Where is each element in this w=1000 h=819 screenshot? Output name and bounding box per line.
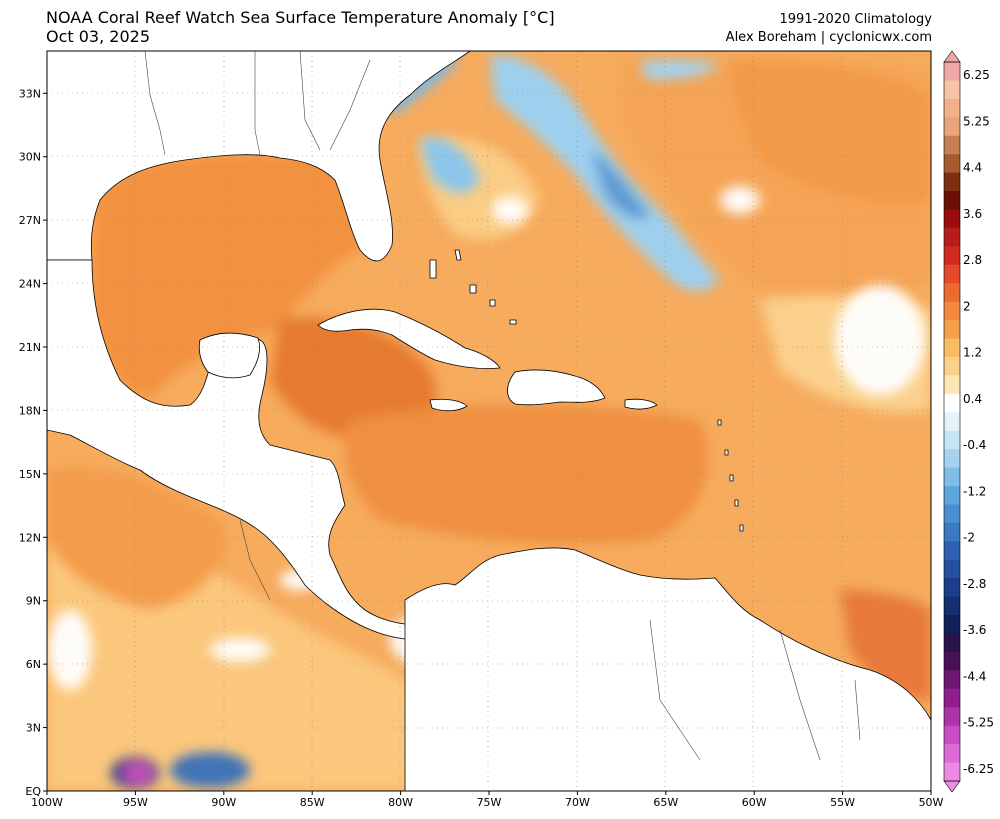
colorbar-swatch (944, 670, 960, 690)
colorbar-min-arrow (943, 780, 961, 793)
lat-tick-label: 3N (26, 722, 41, 735)
lon-tick-label: 70W (565, 796, 590, 809)
colorbar-swatch (944, 283, 960, 303)
lon-tick-label: 90W (211, 796, 236, 809)
colorbar-swatch (944, 375, 960, 395)
colorbar-swatch (944, 80, 960, 100)
climatology-label: 1991-2020 Climatology (779, 12, 932, 27)
colorbar-swatch (944, 412, 960, 432)
colorbar-swatch (944, 430, 960, 450)
lon-tick-label: 60W (742, 796, 767, 809)
lat-tick-label: 27N (19, 214, 41, 227)
author-credit: Alex Boreham | cyclonicwx.com (725, 30, 932, 45)
colorbar-swatch (944, 559, 960, 579)
colorbar-swatch (944, 227, 960, 247)
colorbar-label: -0.4 (963, 438, 986, 452)
colorbar-swatch (944, 578, 960, 598)
colorbar-swatch (944, 633, 960, 653)
colorbar-swatch (944, 393, 960, 413)
lon-tick-label: 95W (123, 796, 148, 809)
colorbar-swatch (944, 615, 960, 635)
colorbar-swatch (944, 486, 960, 505)
colorbar-swatch (944, 541, 960, 561)
colorbar: 6.25 5.25 4.4 3.6 2.8 2 1.2 0.4 -0.4 -1.2 -2 -2.8 -3… (943, 50, 994, 793)
colorbar-swatch (944, 301, 960, 321)
lon-tick-label: 75W (477, 796, 502, 809)
lat-tick-label: 33N (19, 87, 41, 100)
title-block: NOAA Coral Reef Watch Sea Surface Temper… (46, 8, 555, 46)
colorbar-label: -4.4 (963, 669, 986, 683)
colorbar-swatch (944, 504, 960, 524)
lat-tick-label: 21N (19, 341, 41, 354)
lon-tick-label: 100W (31, 796, 63, 809)
lon-tick-label: 80W (388, 796, 413, 809)
land (47, 51, 931, 791)
colorbar-swatch (944, 522, 960, 542)
colorbar-label: 4.4 (963, 161, 982, 175)
colorbar-swatch (944, 744, 960, 764)
lat-tick-label: 9N (26, 595, 41, 608)
colorbar-label: 2.8 (963, 253, 982, 267)
colorbar-swatch (944, 707, 960, 727)
colorbar-swatch (944, 449, 960, 469)
colorbar-label: 1.2 (963, 346, 982, 360)
colorbar-swatch (944, 320, 960, 340)
colorbar-swatch (944, 338, 960, 358)
colorbar-label: 5.25 (963, 114, 990, 128)
lon-tick-label: 65W (653, 796, 678, 809)
colorbar-label: 6.25 (963, 68, 990, 82)
colorbar-label: 3.6 (963, 207, 982, 221)
colorbar-frame (943, 61, 961, 782)
lat-tick-label: EQ (25, 785, 41, 798)
borders (144, 51, 861, 761)
colorbar-label: -2.8 (963, 577, 986, 591)
lat-tick-label: 15N (19, 468, 41, 481)
colorbar-swatch (944, 135, 960, 155)
latitude-axis: EQ 3N 6N 9N 12N 15N 18N 21N 24N 27N 30N 33N (19, 87, 47, 798)
colorbar-swatch (944, 209, 960, 229)
colorbar-swatch (944, 467, 960, 487)
colorbar-swatch (944, 246, 960, 266)
lon-tick-label: 50W (919, 796, 944, 809)
colorbar-swatch (944, 98, 960, 118)
colorbar-swatch (944, 117, 960, 137)
lat-tick-label: 6N (26, 658, 41, 671)
map-title: NOAA Coral Reef Watch Sea Surface Temper… (46, 8, 555, 27)
lat-tick-label: 18N (19, 404, 41, 417)
colorbar-label: -6.25 (963, 762, 994, 776)
colorbar-swatch (944, 651, 960, 671)
map-date: Oct 03, 2025 (46, 27, 150, 46)
colorbar-label: 0.4 (963, 392, 982, 406)
sst-field (47, 51, 931, 791)
colorbar-swatch (944, 688, 960, 708)
colorbar-swatch (944, 154, 960, 174)
colorbar-swatch (944, 762, 960, 782)
colorbar-swatch (944, 725, 960, 745)
colorbar-swatch (944, 191, 960, 210)
gridlines (47, 51, 931, 791)
colorbar-swatch (944, 596, 960, 616)
colorbar-swatch (944, 172, 960, 192)
credit-block: 1991-2020 Climatology Alex Boreham | cyc… (726, 11, 932, 47)
colorbar-max-arrow (943, 50, 961, 63)
colorbar-label: 2 (963, 299, 971, 313)
lat-tick-label: 24N (19, 278, 41, 291)
colorbar-swatch (944, 264, 960, 284)
lat-tick-label: 12N (19, 531, 41, 544)
lon-tick-label: 55W (830, 796, 855, 809)
colorbar-label: -5.25 (963, 716, 994, 730)
lat-tick-label: 30N (19, 151, 41, 164)
colorbar-swatch (944, 356, 960, 376)
colorbar-swatch (944, 62, 960, 81)
colorbar-label: -2 (963, 531, 975, 545)
colorbar-label: -3.6 (963, 623, 986, 637)
colorbar-label: -1.2 (963, 484, 986, 498)
longitude-axis: 100W 95W 90W 85W 80W 75W 70W 65W 60W 55W 50W (31, 791, 944, 809)
lon-tick-label: 85W (300, 796, 325, 809)
